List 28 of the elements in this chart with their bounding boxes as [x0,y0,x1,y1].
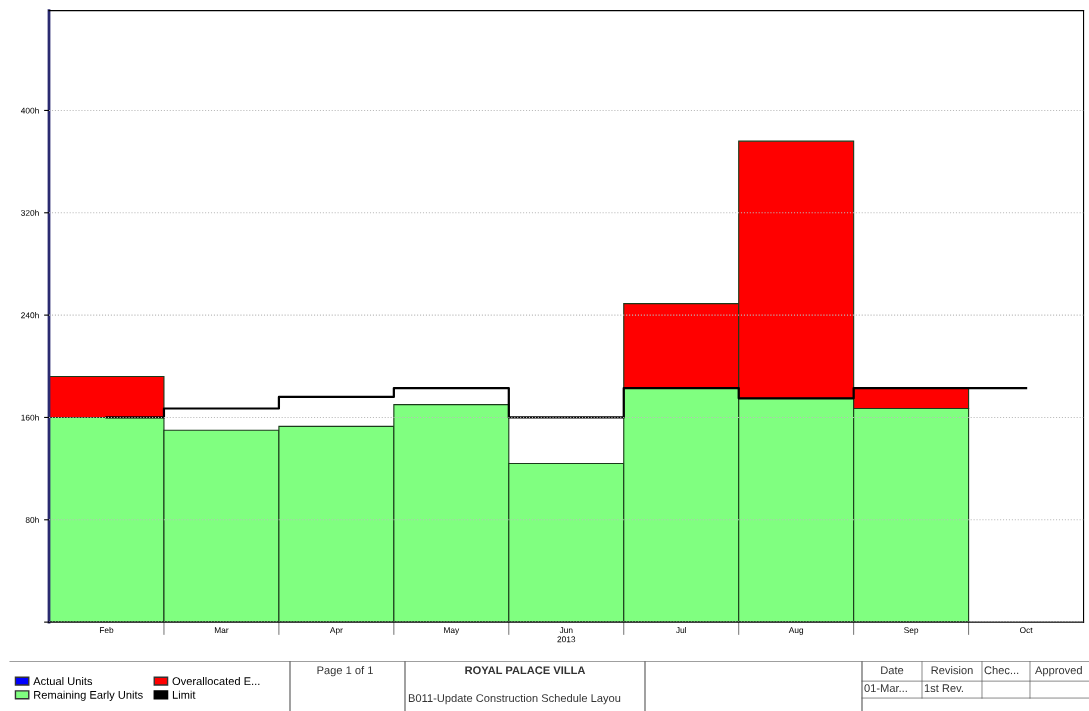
text: Chec... [984,666,1019,675]
y-tick-label: 320h [21,209,39,216]
x-tick-label: May [444,627,460,635]
x-tick-label: Jun [559,627,573,634]
text: Revision [931,666,973,675]
text: B011-Update Construction Schedule Layou [408,693,621,705]
y-tick-label: 160h [21,414,39,421]
x-tick-label: Apr [329,627,343,635]
legend-label: Overallocated E... [172,676,260,686]
x-tick-label: Sep [904,627,919,635]
text: Date [881,666,904,675]
text: ROYAL PALACE VILLA [465,666,586,675]
x-tick-label: Feb [99,626,114,634]
text: Page 1 of 1 [317,666,373,677]
x-tick-label: Aug [788,627,804,635]
y-tick-label: 400h [20,107,39,114]
text: Approved [1035,666,1082,677]
x-axis-title: 2013 [557,636,576,643]
x-tick-label: Oct [1019,627,1033,634]
x-tick-label: Mar [214,627,229,634]
y-tick-label: 80h [25,516,39,523]
text: 1st Rev. [924,684,963,693]
legend-label: Actual Units [33,676,93,686]
y-tick-label: 240h [21,312,39,319]
legend-label: Remaining Early Units [34,690,143,701]
x-tick-label: Jul [676,626,686,634]
text: 01-Mar... [864,684,907,693]
legend-label: Limit [172,690,196,699]
